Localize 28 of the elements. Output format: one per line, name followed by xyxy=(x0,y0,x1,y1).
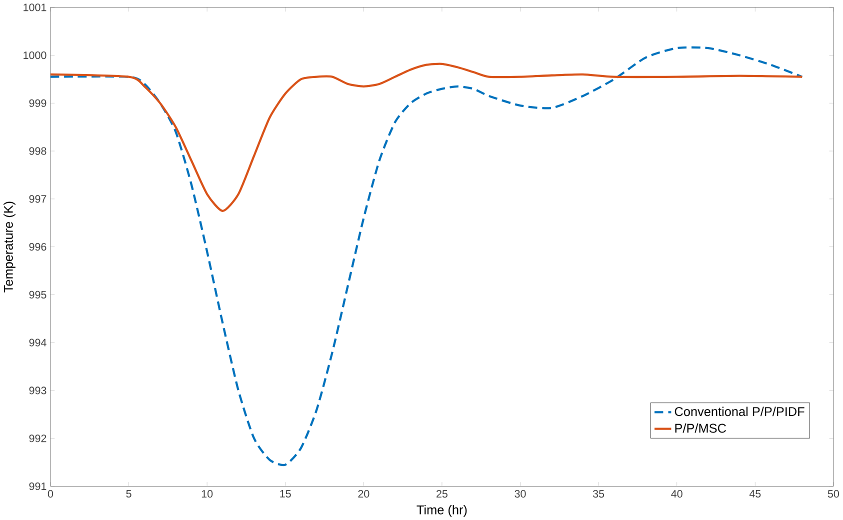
line-series xyxy=(50,46,804,466)
x-tick-label: 40 xyxy=(671,490,682,498)
x-tick-label: 45 xyxy=(749,490,761,498)
x-tick-label: 5 xyxy=(126,490,132,498)
legend-label: Conventional P/P/PIDF xyxy=(674,406,804,416)
x-tick-label: 15 xyxy=(280,490,291,498)
legend-label: P/P/MSC xyxy=(675,423,726,433)
y-tick-label: 997 xyxy=(29,194,46,203)
line-series xyxy=(50,62,804,212)
y-axis-title: Temperature (K) xyxy=(4,202,16,292)
y-tick-label: 991 xyxy=(29,482,46,490)
x-tick-label: 0 xyxy=(48,490,54,498)
x-tick-label: 20 xyxy=(358,490,370,498)
x-tick-label: 35 xyxy=(592,490,604,498)
x-axis-title: Time (hr) xyxy=(416,504,467,517)
y-tick-label: 995 xyxy=(29,290,46,298)
y-tick-label: 996 xyxy=(29,242,46,250)
y-tick-label: 993 xyxy=(29,386,46,394)
x-tick-label: 25 xyxy=(436,490,448,498)
y-tick-label: 1001 xyxy=(24,3,46,11)
y-tick-label: 1000 xyxy=(24,51,46,59)
y-tick-label: 998 xyxy=(29,147,46,155)
y-tick-label: 994 xyxy=(29,338,46,346)
x-tick-label: 30 xyxy=(514,490,526,498)
x-tick-label: 50 xyxy=(828,490,839,498)
x-tick-label: 10 xyxy=(202,490,213,498)
y-tick-label: 999 xyxy=(29,99,46,107)
y-tick-label: 992 xyxy=(29,434,46,442)
